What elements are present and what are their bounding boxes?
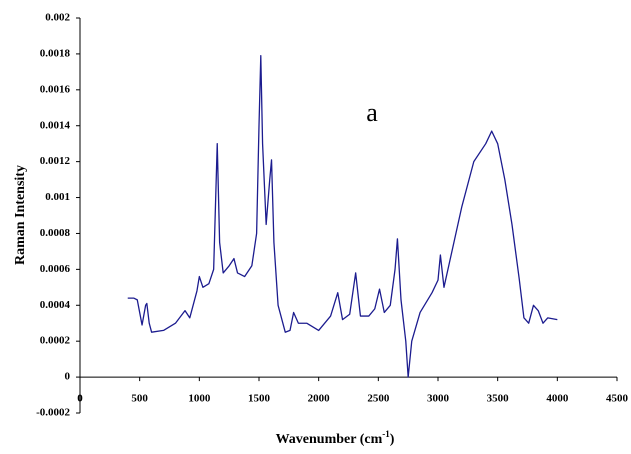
y-tick-label: 0.0014 (40, 119, 71, 131)
y-tick-label: 0.001 (45, 191, 70, 203)
y-tick-label: 0 (65, 371, 71, 383)
x-label-sup: -1 (382, 429, 390, 439)
x-tick-label: 2000 (308, 393, 331, 405)
x-tick-label: 0 (77, 393, 83, 405)
y-tick-label: 0.0018 (40, 47, 71, 59)
x-tick-label: 1000 (188, 393, 211, 405)
x-label-close: ) (390, 432, 395, 447)
x-tick-label: 4500 (606, 393, 629, 405)
x-axis-label: Wavenumber (cm-1) (276, 429, 395, 447)
spectrum-line (127, 55, 558, 378)
y-tick-label: 0.0008 (40, 227, 71, 239)
y-axis-label: Raman Intensity (13, 165, 28, 265)
y-tick-label: 0.0012 (40, 155, 71, 167)
x-tick-label: 500 (131, 393, 148, 405)
y-tick-label: 0.002 (45, 12, 70, 24)
y-tick-label: 0.0006 (40, 263, 71, 275)
x-label-text: Wavenumber (cm (276, 432, 383, 447)
x-tick-label: 3000 (427, 393, 450, 405)
y-tick-label: 0.0004 (40, 299, 71, 311)
y-tick-label: 0.0016 (40, 83, 71, 95)
x-tick-label: 1500 (248, 393, 271, 405)
x-tick-label: 4000 (546, 393, 569, 405)
x-tick-label: 2500 (367, 393, 390, 405)
x-tick-label: 3500 (487, 393, 510, 405)
annotation: a (366, 98, 378, 127)
y-tick-label: 0.0002 (40, 335, 71, 347)
y-tick-label: -0.0002 (36, 407, 70, 419)
